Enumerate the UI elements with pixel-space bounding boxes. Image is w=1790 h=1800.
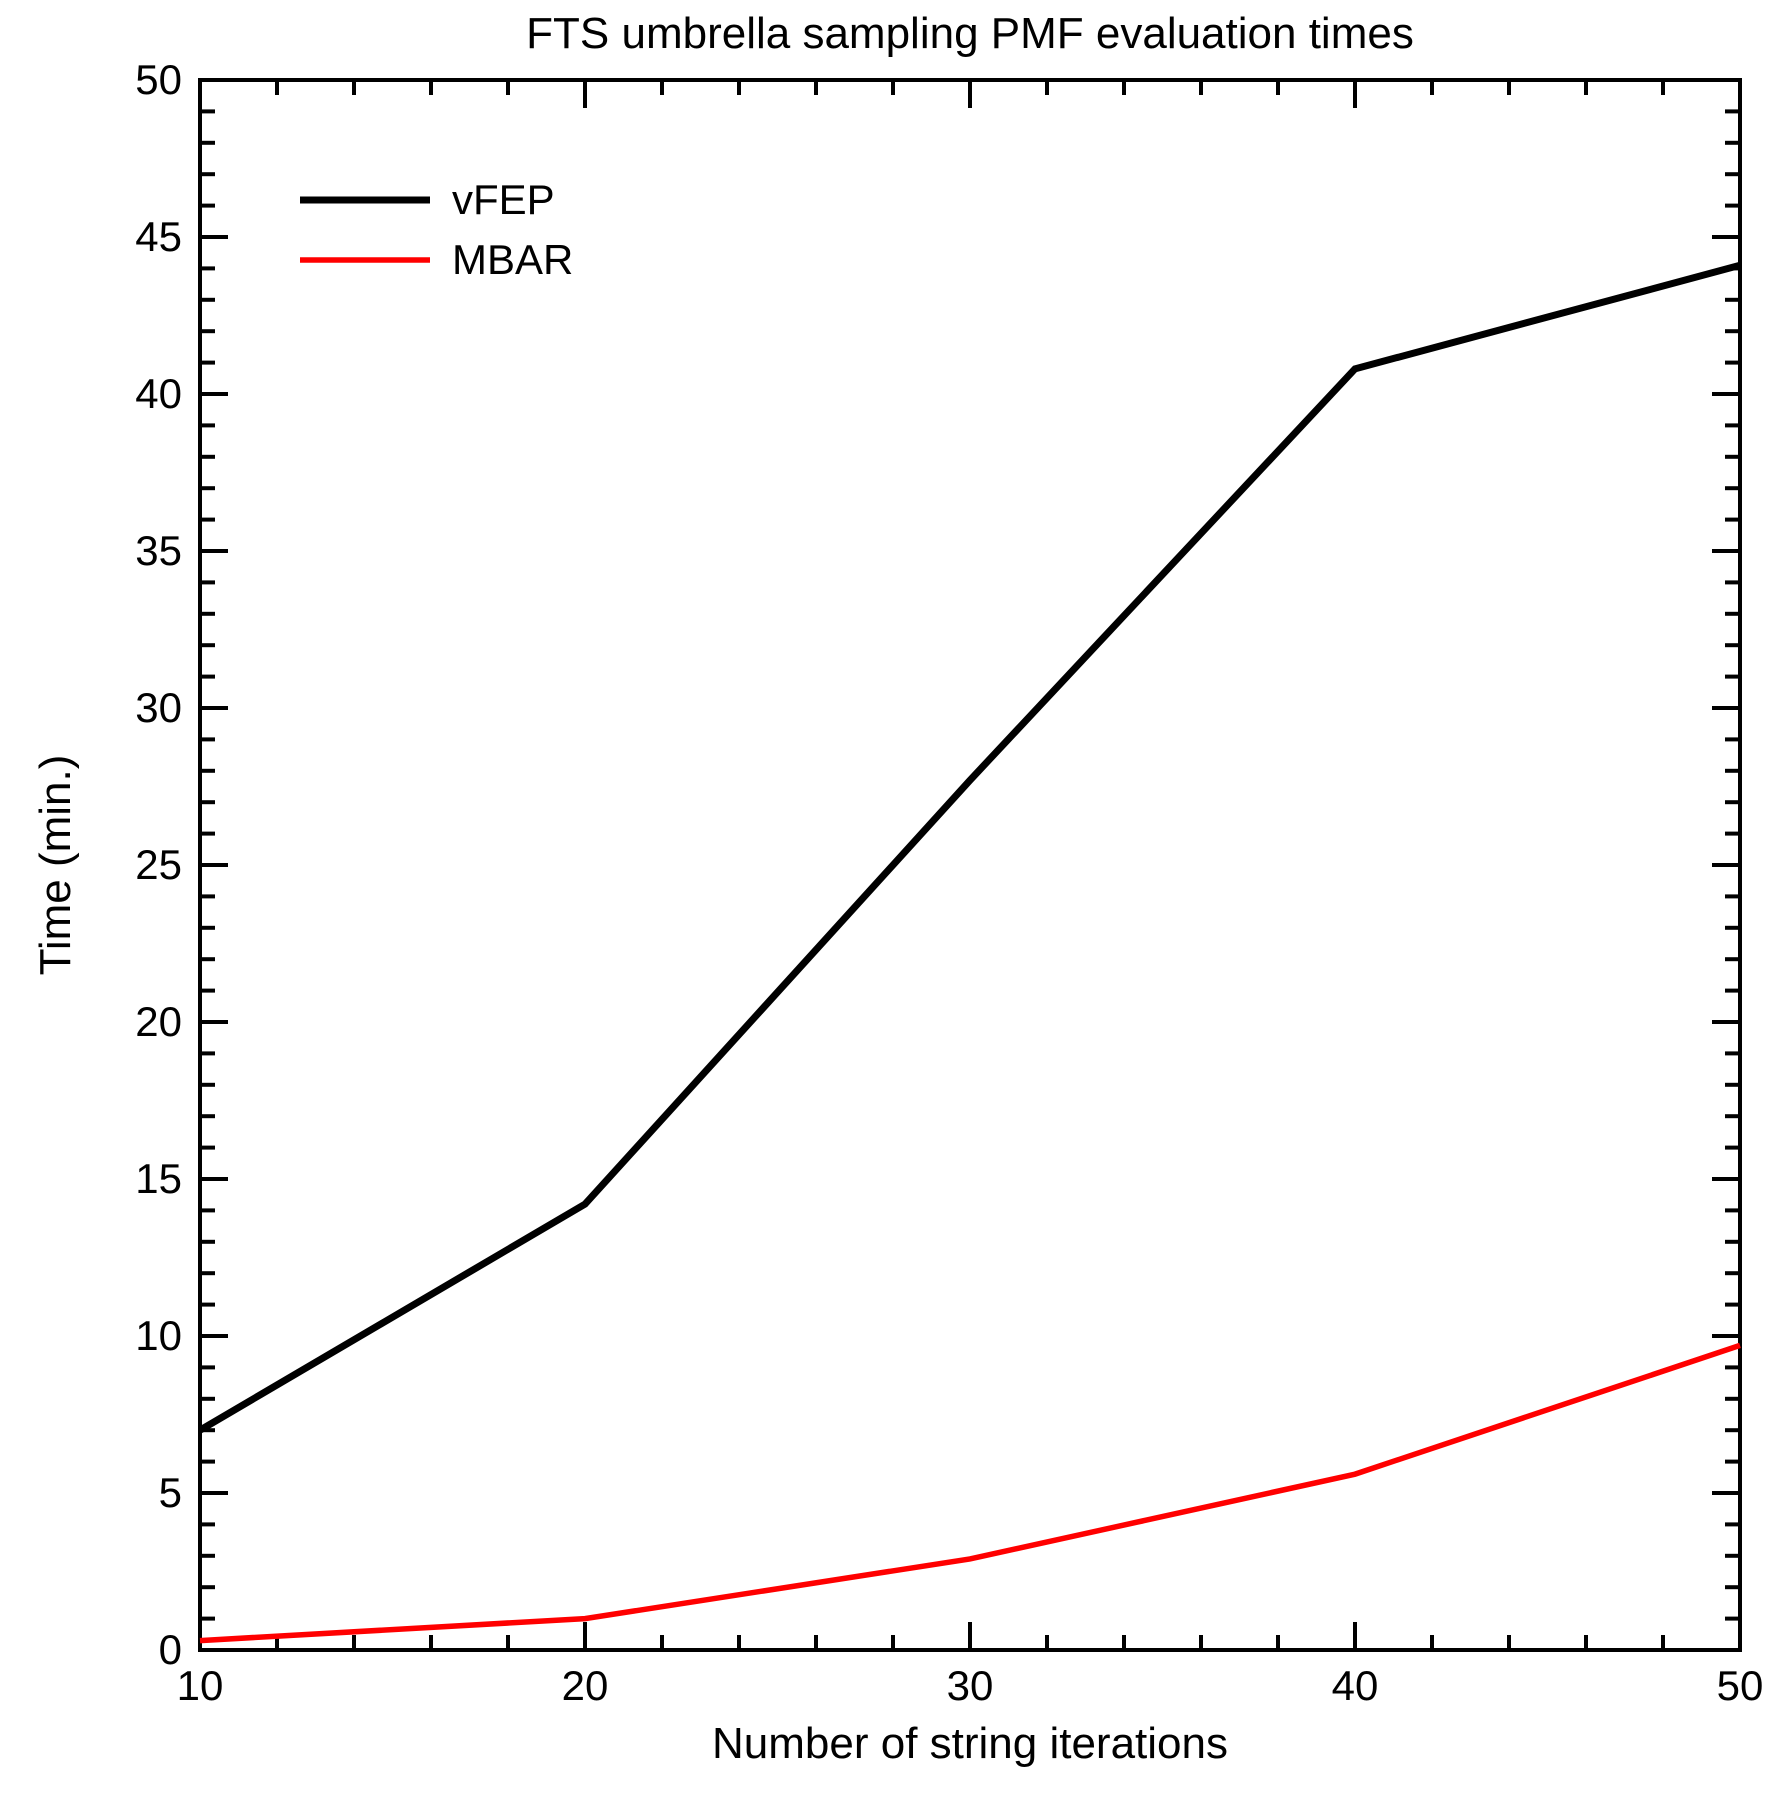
line-chart: 10 20 30 40 50 0 5 10 15 20 25 30 35 40 45 50 FTS umbrel… (0, 0, 1790, 1800)
chart-container: 10 20 30 40 50 0 5 10 15 20 25 30 35 40 45 50 FTS umbrel… (0, 0, 1790, 1800)
y-tick-label: 25 (135, 841, 182, 888)
series-line-vfep (200, 265, 1740, 1430)
y-tick-label: 20 (135, 998, 182, 1045)
y-tick-label: 30 (135, 684, 182, 731)
x-tick-label: 50 (1717, 1662, 1764, 1709)
x-tick-label: 10 (177, 1662, 224, 1709)
legend-label: MBAR (452, 236, 573, 283)
y-tick-label: 45 (135, 213, 182, 260)
y-tick-label: 10 (135, 1312, 182, 1359)
y-tick-label: 50 (135, 56, 182, 103)
y-tick-label: 15 (135, 1155, 182, 1202)
chart-title: FTS umbrella sampling PMF evaluation tim… (526, 9, 1414, 58)
series-line-mbar (200, 1345, 1740, 1640)
y-tick-label: 5 (159, 1469, 182, 1516)
y-tick-label: 0 (159, 1626, 182, 1673)
y-axis-label: Time (min.) (31, 755, 80, 976)
legend-label: vFEP (452, 176, 555, 223)
x-axis-label: Number of string iterations (712, 1719, 1228, 1768)
y-tick-label: 35 (135, 527, 182, 574)
x-tick-label: 20 (562, 1662, 609, 1709)
x-tick-label: 40 (1332, 1662, 1379, 1709)
y-tick-label: 40 (135, 370, 182, 417)
x-tick-label: 30 (947, 1662, 994, 1709)
